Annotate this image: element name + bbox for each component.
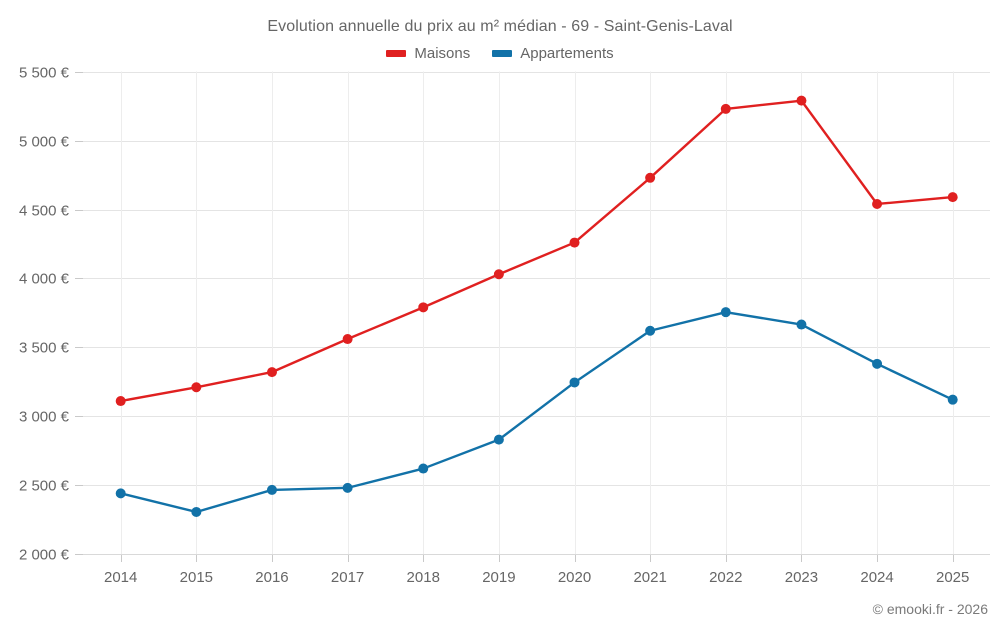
data-point-appartements-2022[interactable] [720,307,731,318]
data-point-maisons-2021[interactable] [645,172,656,183]
y-tick-label: 5 500 € [19,65,70,82]
y-tick-label: 5 000 € [19,134,70,151]
x-tick-label: 2020 [558,569,591,586]
x-tick-label: 2023 [785,569,818,586]
x-tick-label: 2025 [936,569,969,586]
x-tick-label: 2018 [407,569,440,586]
chart-title: Evolution annuelle du prix au m² médian … [267,18,733,35]
series-line-maisons [119,99,954,403]
data-series [115,95,958,517]
data-point-maisons-2024[interactable] [872,198,883,209]
x-tick-label: 2014 [104,569,137,586]
data-point-appartements-2023[interactable] [796,319,807,330]
data-point-appartements-2014[interactable] [115,488,126,499]
y-tick-label: 3 000 € [19,409,70,426]
data-point-appartements-2020[interactable] [569,377,580,388]
y-tick-label: 2 000 € [19,547,70,564]
data-point-appartements-2025[interactable] [947,394,958,405]
data-point-appartements-2024[interactable] [872,358,883,369]
data-point-appartements-2016[interactable] [266,484,277,495]
data-point-maisons-2019[interactable] [493,269,504,280]
data-point-appartements-2015[interactable] [191,506,202,517]
data-point-appartements-2017[interactable] [342,482,353,493]
legend-item-appartements[interactable]: Appartements [492,45,614,62]
series-line-appartements [119,310,954,514]
data-point-maisons-2015[interactable] [191,382,202,393]
x-tick-label: 2024 [860,569,893,586]
data-point-maisons-2014[interactable] [115,396,126,407]
y-axis-tick-labels: 2 000 € 2 500 € 3 000 € 3 500 € 4 000 € 4 500… [19,65,70,564]
x-tick-label: 2021 [633,569,666,586]
x-axis-tick-labels: 2014 2015 2016 2017 2018 2019 2020 2021 2022 2023… [104,569,969,586]
x-tick-label: 2019 [482,569,515,586]
x-tick-label: 2016 [255,569,288,586]
legend-label-appartements: Appartements [520,45,614,62]
y-tick-label: 3 500 € [19,340,70,357]
data-point-maisons-2023[interactable] [796,95,807,106]
axes [75,72,990,562]
legend-label-maisons: Maisons [414,45,471,62]
legend-item-maisons[interactable]: Maisons [386,45,470,62]
data-point-maisons-2020[interactable] [569,237,580,248]
y-tick-label: 4 500 € [19,203,70,220]
copyright-credit: © emooki.fr - 2026 [872,601,988,617]
data-point-appartements-2021[interactable] [645,325,656,336]
y-tick-label: 2 500 € [19,478,70,495]
x-tick-label: 2022 [709,569,742,586]
y-tick-label: 4 000 € [19,271,70,288]
data-point-maisons-2025[interactable] [947,192,958,203]
data-point-maisons-2018[interactable] [418,302,429,313]
data-point-appartements-2019[interactable] [493,434,504,445]
gridlines [83,71,990,555]
chart-legend: Maisons Appartements [0,45,1000,62]
x-tick-label: 2015 [180,569,213,586]
legend-swatch-appartements [492,50,513,57]
data-point-maisons-2022[interactable] [720,103,731,114]
legend-swatch-maisons [386,50,407,57]
data-point-maisons-2016[interactable] [266,367,277,378]
data-point-appartements-2018[interactable] [418,463,429,474]
x-tick-label: 2017 [331,569,364,586]
data-point-maisons-2017[interactable] [342,334,353,345]
